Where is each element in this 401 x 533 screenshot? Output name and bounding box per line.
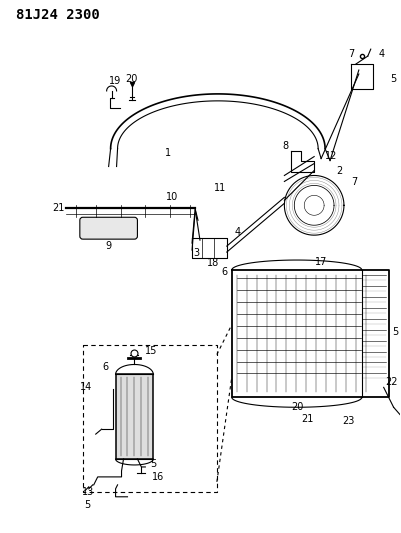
FancyBboxPatch shape: [80, 217, 138, 239]
Text: 81J24 2300: 81J24 2300: [16, 9, 100, 22]
Text: 5: 5: [85, 500, 91, 510]
Text: 1: 1: [165, 148, 171, 158]
Text: 12: 12: [325, 151, 337, 160]
Text: 19: 19: [108, 76, 121, 86]
Text: 7: 7: [348, 49, 354, 59]
Text: 20: 20: [291, 402, 304, 412]
Bar: [115, 375, 153, 459]
Text: 4: 4: [235, 227, 241, 237]
Text: 6: 6: [222, 267, 228, 277]
Text: 5: 5: [391, 74, 397, 84]
Text: 8: 8: [282, 141, 288, 151]
Text: 10: 10: [166, 192, 178, 203]
Text: 21: 21: [52, 203, 64, 213]
Text: 4: 4: [379, 49, 385, 59]
Text: 9: 9: [105, 241, 112, 251]
Text: 14: 14: [80, 382, 92, 392]
Text: 21: 21: [301, 414, 314, 424]
Text: 17: 17: [315, 257, 327, 267]
Text: 13: 13: [82, 487, 94, 497]
Text: 22: 22: [385, 377, 398, 387]
Text: 18: 18: [207, 258, 219, 268]
Text: 23: 23: [343, 416, 355, 426]
Text: 16: 16: [152, 472, 164, 482]
Text: 7: 7: [351, 177, 357, 188]
Text: 3: 3: [193, 248, 199, 258]
Text: 5: 5: [150, 459, 156, 469]
Text: 20: 20: [125, 74, 138, 84]
Text: 11: 11: [214, 183, 226, 193]
Text: 15: 15: [145, 345, 158, 356]
Text: 5: 5: [393, 327, 399, 337]
Text: 6: 6: [103, 362, 109, 373]
Text: 2: 2: [336, 166, 342, 175]
